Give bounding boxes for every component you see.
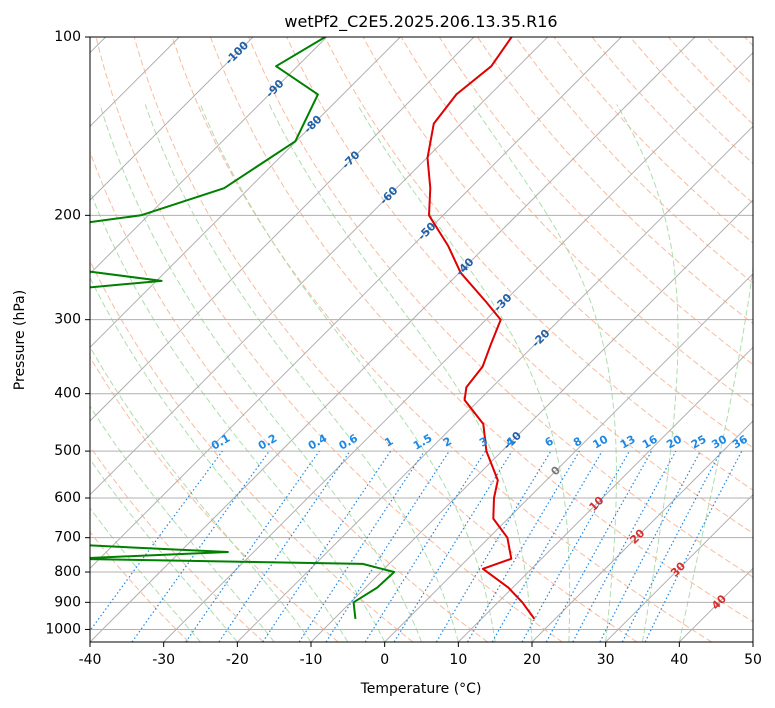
dry-adiabat bbox=[515, 37, 753, 284]
moist-adiabat bbox=[357, 104, 571, 642]
dry-adiabat bbox=[553, 37, 753, 244]
isotherm-gridline bbox=[90, 37, 475, 422]
dry-adiabat bbox=[210, 37, 753, 623]
dry-adiabat bbox=[400, 37, 753, 407]
grid-lines bbox=[90, 37, 753, 642]
y-tick-label: 700 bbox=[54, 530, 81, 546]
x-tick-label: 40 bbox=[670, 652, 688, 668]
dry-adiabat bbox=[90, 259, 414, 642]
y-tick-label: 100 bbox=[54, 29, 81, 45]
moist-adiabat bbox=[472, 104, 617, 642]
isotherm-gridline bbox=[605, 493, 753, 642]
isotherm-gridline bbox=[236, 125, 753, 642]
dry-adiabat bbox=[90, 150, 488, 642]
moist-adiabat bbox=[90, 346, 312, 642]
moist-adiabat bbox=[90, 276, 349, 642]
dry-adiabat bbox=[286, 37, 753, 534]
x-tick-label: -40 bbox=[79, 652, 102, 668]
moist-adiabat bbox=[90, 405, 275, 642]
x-tick-label: -20 bbox=[226, 652, 249, 668]
x-tick-label: 0 bbox=[380, 652, 389, 668]
dry-adiabat bbox=[324, 37, 753, 491]
mixing-ratio-line bbox=[644, 450, 743, 642]
chart-title: wetPf2_C2E5.2025.206.13.35.R16 bbox=[284, 12, 557, 32]
background-lines bbox=[90, 37, 753, 642]
dewpoint-line bbox=[90, 37, 396, 620]
moist-adiabat bbox=[90, 458, 238, 642]
isotherm-gridline bbox=[163, 51, 753, 642]
temperature-line bbox=[426, 37, 536, 620]
mixing-ratio-line bbox=[393, 450, 513, 642]
profile-lines bbox=[90, 37, 536, 620]
mixing-ratio-line bbox=[218, 450, 351, 642]
x-axis: -40 -30 -20 -10 0 10 20 30 40 50 bbox=[79, 642, 762, 668]
mixing-ratio-line bbox=[185, 450, 320, 642]
y-tick-label: 800 bbox=[54, 564, 81, 580]
x-tick-label: 20 bbox=[523, 652, 541, 668]
mixing-ratio-line bbox=[521, 450, 631, 642]
isotherm-gridline bbox=[310, 199, 753, 642]
x-axis-title: Temperature (°C) bbox=[360, 681, 482, 697]
y-tick-label: 500 bbox=[54, 443, 81, 459]
x-tick-label: 10 bbox=[449, 652, 467, 668]
y-axis-title: Pressure (hPa) bbox=[12, 290, 28, 390]
dry-adiabat bbox=[438, 37, 753, 366]
moist-adiabat bbox=[199, 104, 496, 642]
isotherm-gridline bbox=[90, 37, 401, 349]
isotherm-gridline bbox=[90, 37, 254, 201]
dry-adiabat bbox=[90, 531, 190, 642]
isotherm-gridline bbox=[90, 37, 622, 570]
mixing-ratio-lines bbox=[90, 450, 743, 642]
dry-adiabat bbox=[95, 37, 563, 642]
mixing-ratio-line bbox=[90, 450, 223, 632]
mixing-ratio-line bbox=[262, 450, 392, 642]
isotherm-gridline bbox=[384, 272, 753, 642]
isotherm-gridline bbox=[90, 37, 696, 642]
y-axis: 100 200 300 400 500 600 700 800 900 1000 bbox=[45, 29, 90, 637]
y-tick-label: 300 bbox=[54, 312, 81, 328]
moist-adiabat bbox=[144, 104, 459, 642]
x-tick-label: -30 bbox=[152, 652, 175, 668]
isotherm-gridline bbox=[90, 37, 328, 275]
dry-adiabat bbox=[629, 37, 753, 165]
mixing-ratio-line bbox=[572, 450, 677, 642]
dry-adiabat bbox=[133, 37, 638, 642]
isotherm-gridline bbox=[531, 420, 753, 642]
x-tick-label: 30 bbox=[597, 652, 615, 668]
isotherm-gridline bbox=[90, 37, 549, 496]
plot-area bbox=[90, 37, 753, 642]
dry-adiabat bbox=[477, 37, 753, 325]
moist-adiabat bbox=[616, 104, 679, 642]
isotherm-gridline bbox=[457, 346, 753, 642]
moist-adiabat bbox=[90, 189, 386, 642]
moist-adiabat bbox=[678, 264, 753, 642]
x-tick-label: -10 bbox=[300, 652, 323, 668]
y-tick-label: 600 bbox=[54, 490, 81, 506]
moist-adiabat bbox=[99, 104, 422, 642]
moist-adiabat bbox=[268, 104, 533, 642]
mixing-ratio-line bbox=[545, 450, 653, 642]
mixing-ratio-line bbox=[325, 450, 450, 642]
plot-frame bbox=[89, 36, 754, 643]
dry-adiabat bbox=[591, 37, 753, 204]
isotherm-gridline bbox=[752, 641, 753, 642]
y-tick-label: 900 bbox=[54, 594, 81, 610]
x-tick-label: 50 bbox=[744, 652, 762, 668]
y-tick-label: 400 bbox=[54, 386, 81, 402]
dry-adiabat bbox=[248, 37, 753, 578]
y-tick-label: 200 bbox=[54, 207, 81, 223]
y-tick-label: 1000 bbox=[45, 621, 81, 637]
mixing-ratio-line bbox=[131, 450, 270, 642]
